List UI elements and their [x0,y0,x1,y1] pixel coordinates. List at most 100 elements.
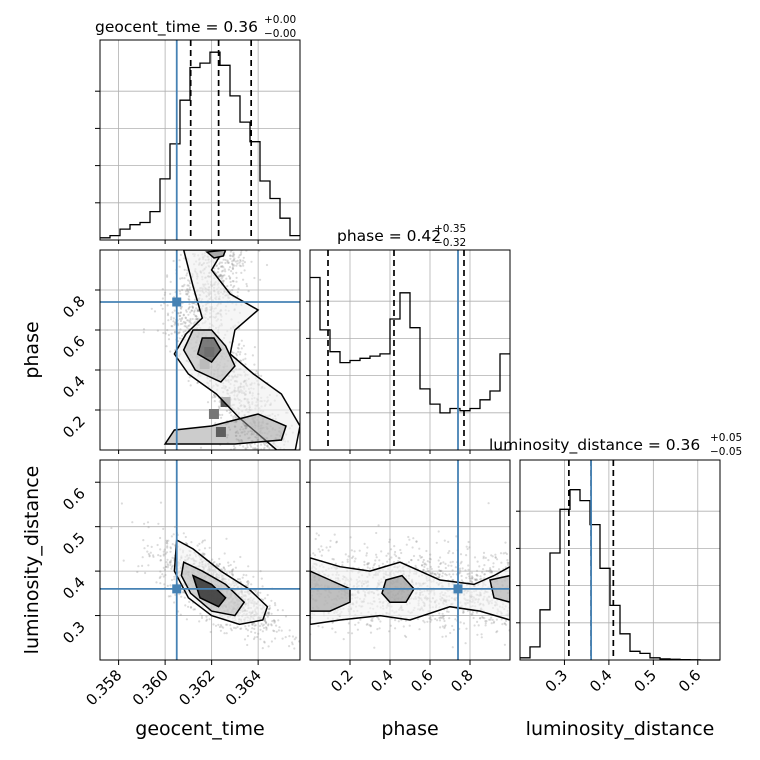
scatter-point [434,573,437,577]
scatter-point [366,566,369,569]
scatter-point [180,595,183,598]
scatter-point [350,632,354,635]
scatter-point [195,307,198,310]
scatter-point [420,564,424,567]
scatter-point [206,401,210,404]
scatter-point [293,638,296,641]
scatter-point [164,291,167,294]
scatter-point [447,540,450,544]
scatter-point [418,547,421,550]
scatter-point [267,645,270,648]
scatter-point [246,584,249,588]
contour-mid [310,570,351,612]
scatter-point [270,599,273,602]
scatter-point [251,627,254,630]
scatter-point [263,443,267,447]
scatter-point [470,613,473,616]
scatter-point [165,565,168,568]
scatter-point [438,576,441,579]
scatter-point [238,353,241,356]
scatter-point [441,625,444,628]
scatter-point [225,632,228,635]
scatter-point [439,556,442,559]
scatter-point [169,547,172,550]
scatter-point [320,554,323,557]
scatter-point [471,576,474,579]
x-tick-label: 0.364 [222,666,265,709]
scatter-point [185,293,188,296]
scatter-point [215,264,219,267]
scatter-point [470,580,473,583]
scatter-point [162,575,165,578]
scatter-point [482,557,485,560]
scatter-point [444,635,448,638]
scatter-point [142,331,145,334]
scatter-point [428,557,431,560]
scatter-point [484,624,487,627]
scatter-point [196,318,199,321]
scatter-point [264,619,267,622]
scatter-point [203,539,206,542]
scatter-point [255,447,259,450]
scatter-point [229,410,232,414]
scatter-point [221,279,224,282]
scatter-point [170,565,173,569]
xlabel-geocent-time: geocent_time [135,718,264,740]
scatter-point [507,563,510,566]
scatter-point [263,641,266,644]
scatter-point [471,577,474,580]
scatter-point [196,544,199,547]
scatter-point [231,574,234,577]
scatter-point [424,570,428,574]
scatter-point [445,610,449,613]
scatter-point [237,256,240,259]
scatter-point [219,624,222,627]
scatter-point [451,552,455,555]
scatter-point [190,309,194,312]
title-phase: phase = 0.42 [337,227,441,245]
scatter-point [381,562,384,565]
scatter-point [222,626,225,629]
scatter-point [252,447,255,450]
xlabel-luminosity-distance: luminosity_distance [526,718,715,740]
scatter-point [403,634,407,637]
scatter-point [436,619,439,622]
scatter-point [259,591,262,594]
scatter-point [476,579,479,582]
scatter-point [500,618,503,621]
scatter-point [187,291,190,294]
scatter-point [491,555,494,558]
scatter-point [226,285,229,288]
scatter-point [347,622,350,625]
scatter-point [173,323,176,326]
scatter-point [196,381,199,385]
scatter-point [492,621,495,624]
scatter-point [489,569,492,572]
scatter-point [460,574,463,578]
scatter-point [230,629,233,632]
scatter-point [149,551,152,554]
scatter-point [480,577,483,580]
scatter-point [219,273,223,276]
scatter-point [156,329,159,332]
scatter-point [232,626,236,629]
scatter-point [192,322,195,325]
histogram-luminosity-distance [520,489,720,661]
scatter-point [490,622,493,625]
scatter-point [469,579,472,582]
scatter-point [439,616,442,619]
scatter-point [179,613,182,616]
scatter-point [159,582,162,585]
scatter-point [179,253,182,256]
scatter-point [256,635,259,639]
scatter-point [288,645,291,648]
scatter-point [267,612,270,615]
scatter-point [163,568,166,572]
scatter-point [470,575,474,578]
scatter-point [275,630,278,633]
scatter-point [259,628,262,631]
scatter-point [468,577,471,580]
scatter-point [173,601,176,604]
scatter-point [265,627,268,630]
scatter-point [293,647,296,650]
